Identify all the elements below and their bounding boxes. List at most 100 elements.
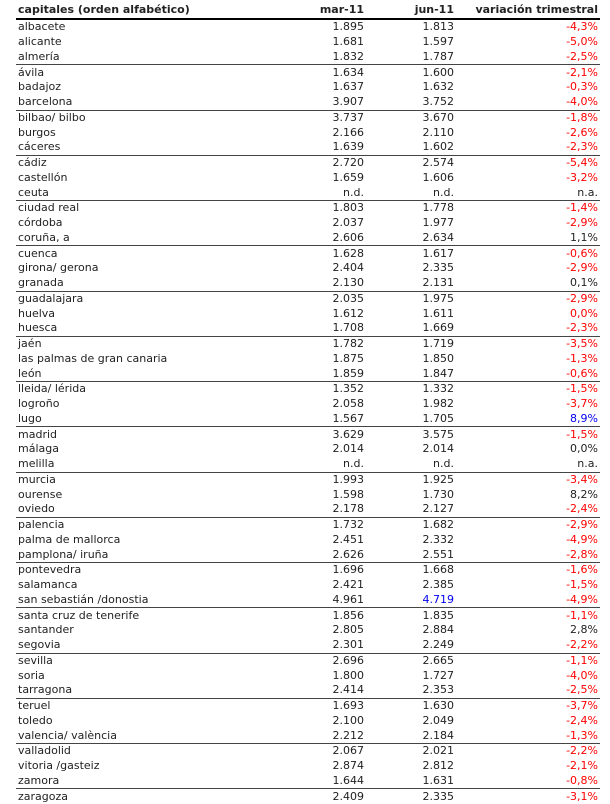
variation-cell: 0,0%: [570, 442, 598, 456]
jun-11-cell: 3.752: [366, 94, 456, 111]
table-row: guadalajara 2.035 1.975 -2,9%: [16, 291, 600, 306]
mar-11-cell: 3.737: [332, 110, 365, 124]
city-cell: cáceres: [16, 140, 246, 156]
mar-11-cell: 1.693: [332, 699, 365, 713]
city-cell: badajoz: [18, 80, 62, 94]
table-row: cádiz 2.720 2.574 -5,4%: [16, 155, 600, 170]
city-cell: león: [16, 366, 246, 383]
jun-11-cell: 1.847: [366, 366, 456, 383]
jun-11-cell: 1.925: [422, 472, 455, 486]
header-capitales: capitales (orden alfabético): [16, 0, 246, 20]
mar-11-cell: 2.720: [332, 156, 365, 170]
table-row: coruña, a 2.606 2.634 1,1%: [16, 230, 600, 247]
variation-cell: -5,4%: [566, 156, 598, 170]
mar-11-cell: 1.659: [332, 170, 365, 184]
mar-11-cell: 1.644: [246, 773, 366, 790]
city-cell: coruña, a: [16, 230, 246, 247]
mar-11-cell: 2.805: [332, 623, 365, 637]
mar-11-cell: 1.598: [332, 487, 365, 501]
city-cell: ceuta: [16, 185, 246, 202]
table-row: melilla n.d. n.d. n.a.: [16, 456, 600, 473]
city-cell: las palmas de gran canaria: [18, 351, 168, 365]
table-row: pamplona/ iruña 2.626 2.551 -2,8%: [16, 547, 600, 564]
table-row: badajoz 1.637 1.632 -0,3%: [16, 80, 600, 95]
variation-cell: -3,5%: [566, 337, 598, 351]
table-row: granada 2.130 2.131 0,1%: [16, 275, 600, 292]
mar-11-cell: 1.993: [332, 472, 365, 486]
mar-11-cell: 1.732: [332, 518, 365, 532]
city-cell: vitoria /gasteiz: [18, 759, 100, 773]
variation-cell: -2,5%: [456, 683, 600, 699]
city-cell: huesca: [16, 321, 246, 337]
variation-cell: 8,2%: [570, 487, 598, 501]
table-row: cuenca 1.628 1.617 -0,6%: [16, 246, 600, 261]
city-cell: salamanca: [18, 578, 78, 592]
city-cell: cuenca: [18, 246, 58, 260]
table-row: huelva 1.612 1.611 0,0%: [16, 306, 600, 321]
variation-cell: -2,9%: [566, 518, 598, 532]
mar-11-cell: 2.166: [332, 125, 365, 139]
variation-cell: -4,3%: [566, 20, 598, 34]
jun-11-cell: 1.617: [422, 246, 455, 260]
variation-cell: -0,6%: [456, 366, 600, 383]
table-row: salamanca 2.421 2.385 -1,5%: [16, 578, 600, 593]
city-cell: ciudad real: [18, 201, 80, 215]
jun-11-cell: 1.611: [422, 306, 455, 320]
price-table-container: capitales (orden alfabético) mar-11 jun-…: [16, 0, 600, 804]
table-row: pontevedra 1.696 1.668 -1,6%: [16, 563, 600, 578]
mar-11-cell: 2.130: [246, 275, 366, 292]
jun-11-cell: 1.727: [422, 668, 455, 682]
variation-cell: 0,1%: [456, 275, 600, 292]
jun-11-cell: 2.574: [422, 156, 455, 170]
variation-cell: -1,8%: [566, 110, 598, 124]
jun-11-cell: 1.597: [422, 35, 455, 49]
mar-11-cell: 1.696: [332, 563, 365, 577]
mar-11-cell: 1.895: [332, 20, 365, 34]
jun-11-cell: n.d.: [366, 456, 456, 473]
mar-11-cell: 2.626: [246, 547, 366, 564]
table-row: almería 1.832 1.787 -2,5%: [16, 49, 600, 66]
city-cell: soria: [18, 668, 45, 682]
variation-cell: n.a.: [456, 456, 600, 473]
mar-11-cell: 2.178: [246, 502, 366, 518]
mar-11-cell: 2.409: [332, 789, 365, 803]
table-row: murcia 1.993 1.925 -3,4%: [16, 472, 600, 487]
header-jun-11: jun-11: [366, 0, 456, 20]
table-row: ourense 1.598 1.730 8,2%: [16, 487, 600, 502]
table-row: logroño 2.058 1.982 -3,7%: [16, 397, 600, 412]
mar-11-cell: 2.100: [332, 713, 365, 727]
city-cell: jaén: [18, 337, 42, 351]
city-cell: ávila: [18, 65, 45, 79]
mar-11-cell: 1.800: [332, 668, 365, 682]
table-row: córdoba 2.037 1.977 -2,9%: [16, 216, 600, 231]
city-cell: albacete: [18, 20, 66, 34]
city-cell: ourense: [18, 487, 63, 501]
city-cell: burgos: [18, 125, 56, 139]
city-cell: logroño: [18, 397, 60, 411]
mar-11-cell: 1.567: [246, 411, 366, 428]
table-row: valladolid 2.067 2.021 -2,2%: [16, 744, 600, 759]
jun-11-cell: 2.127: [366, 502, 456, 518]
jun-11-cell: 2.021: [422, 744, 455, 758]
mar-11-cell: 1.859: [246, 366, 366, 383]
city-cell: santa cruz de tenerife: [18, 608, 140, 622]
header-variacion: variación trimestral: [456, 0, 600, 20]
mar-11-cell: 4.961: [246, 592, 366, 609]
jun-11-cell: 1.669: [366, 321, 456, 337]
table-row: albacete 1.895 1.813 -4,3%: [16, 19, 600, 35]
table-row: málaga 2.014 2.014 0,0%: [16, 442, 600, 457]
variation-cell: n.a.: [456, 185, 600, 202]
jun-11-cell: 1.632: [422, 80, 455, 94]
mar-11-cell: 1.875: [332, 351, 365, 365]
table-row: madrid 3.629 3.575 -1,5%: [16, 427, 600, 442]
city-cell: huelva: [18, 306, 56, 320]
table-row: santander 2.805 2.884 2,8%: [16, 623, 600, 638]
mar-11-cell: 1.639: [246, 140, 366, 156]
variation-cell: -1,3%: [456, 728, 600, 745]
jun-11-cell: 1.835: [422, 608, 455, 622]
mar-11-cell: 1.612: [332, 306, 365, 320]
variation-cell: -2,3%: [456, 321, 600, 337]
city-cell: melilla: [16, 456, 246, 473]
mar-11-cell: 2.014: [332, 442, 365, 456]
variation-cell: -2,4%: [456, 502, 600, 518]
